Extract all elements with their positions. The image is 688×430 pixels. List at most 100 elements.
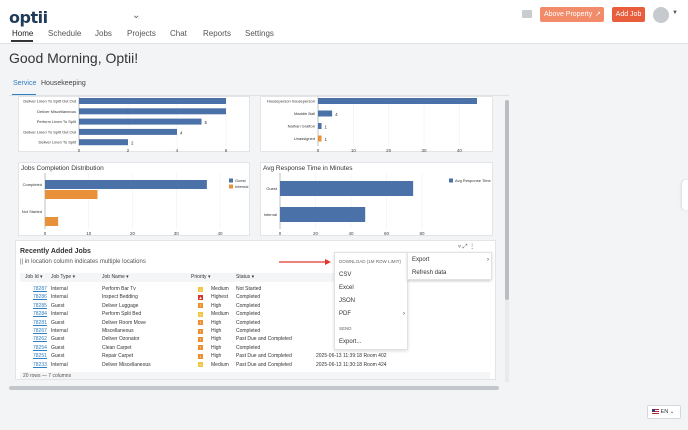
table-row[interactable]: 78287 Internal Perform Bar Tv Medium Not Sta… — [20, 285, 490, 293]
menu-item-export-more[interactable]: Export... — [339, 339, 362, 345]
bar — [79, 98, 226, 104]
nav-settings[interactable]: Settings — [245, 29, 274, 38]
bar — [318, 135, 322, 142]
legend-label: Guest — [235, 178, 247, 183]
nav-active-indicator — [11, 40, 33, 42]
priority-cell: High — [211, 302, 222, 309]
priority-cell: High — [211, 336, 222, 343]
menu-item-json[interactable]: JSON — [339, 298, 356, 304]
export-menu: Export › Refresh data — [407, 252, 492, 280]
tick-label: 30 — [421, 148, 427, 153]
tab-housekeeping[interactable]: Housekeeping — [41, 80, 86, 87]
more-icon[interactable]: ⋮ — [469, 244, 476, 250]
menu-item-pdf-label: PDF — [339, 311, 351, 317]
priority-icon: ! — [198, 353, 203, 359]
above-property-button[interactable]: Above Property ↗ — [540, 7, 604, 22]
expand-icon[interactable]: ⤢ — [462, 244, 468, 250]
nav-jobs[interactable]: Jobs — [95, 29, 112, 38]
value-label: 1 — [325, 125, 328, 130]
menu-item-excel[interactable]: Excel — [339, 285, 354, 291]
language-selector[interactable]: EN ⌄ — [647, 405, 681, 419]
tab-service[interactable]: Service — [13, 80, 37, 87]
job-id-link[interactable]: 78251 — [33, 353, 47, 360]
status-cell: Completed — [236, 294, 261, 301]
col-job-id[interactable]: Job Id ▾ — [25, 274, 43, 280]
job-name-cell: Perform Bar Tv — [102, 286, 136, 292]
nav-chat[interactable]: Chat — [170, 29, 187, 38]
table-row[interactable]: 78251 Guest Repair Carpet High Past Due and … — [20, 352, 490, 360]
table-row[interactable]: 78286 Internal Inspect Bedding Highest Compl… — [20, 293, 490, 301]
bar — [79, 128, 177, 135]
menu-item-csv[interactable]: CSV — [339, 272, 352, 278]
add-job-button[interactable]: Add Job — [612, 7, 645, 22]
external-link-icon: ↗ — [595, 11, 601, 18]
side-panel-handle[interactable] — [682, 180, 688, 210]
bar — [280, 181, 414, 196]
priority-cell: Medium — [211, 311, 229, 318]
menu-item-export[interactable]: Export › — [412, 257, 489, 263]
above-property-label: Above Property — [544, 11, 593, 18]
job-id-link[interactable]: 78281 — [33, 319, 47, 326]
menu-item-pdf[interactable]: PDF › — [339, 311, 405, 317]
priority-icon: = — [198, 362, 203, 368]
status-cell: Past Due and Completed — [236, 361, 292, 368]
table-footer: 20 rows — 7 columns — [20, 372, 490, 379]
table-row[interactable]: 78267 Internal Miscellaneous High Completed! — [20, 327, 490, 335]
bar — [318, 98, 477, 104]
vertical-scrollbar[interactable] — [505, 100, 509, 382]
property-switch-chevron-icon[interactable]: ⌄ — [132, 10, 141, 21]
recent-jobs-subtitle: || in location column indicates multiple… — [20, 259, 146, 265]
table-row[interactable]: 78281 Guest Deliver Room Move High Completed… — [20, 319, 490, 327]
col-status[interactable]: Status ▾ — [236, 274, 255, 280]
filter-icon[interactable]: ▿ — [458, 244, 462, 250]
menu-item-refresh[interactable]: Refresh data — [412, 270, 447, 276]
job-id-link[interactable]: 78286 — [33, 294, 47, 301]
job-id-link[interactable]: 78262 — [33, 336, 47, 343]
nav-projects[interactable]: Projects — [127, 29, 156, 38]
tick-label: 30 — [174, 231, 180, 236]
job-id-link[interactable]: 78233 — [33, 361, 47, 368]
chart-avg-response-svg: 0 20 40 60 80 Guest Internal Avg Response Time — [264, 173, 491, 236]
job-name-cell: Perform Split Bed — [102, 311, 142, 318]
bar — [45, 217, 59, 226]
table-row[interactable]: 78254 Guest Clean Carpet High Completed! — [20, 344, 490, 352]
col-label: Job Type — [51, 274, 72, 280]
job-name-cell: Clean Carpet — [102, 344, 132, 351]
category-label: Deliver Miscellaneous — [37, 109, 76, 114]
job-id-link[interactable]: 78285 — [33, 302, 47, 309]
table-row[interactable]: 78284 Internal Perform Split Bed Medium Comp… — [20, 310, 490, 318]
job-id-link[interactable]: 78267 — [33, 328, 47, 334]
table-row[interactable]: 78233 Internal Deliver Miscellaneous Medium… — [20, 361, 490, 369]
col-job-type[interactable]: Job Type ▾ — [51, 274, 76, 280]
horizontal-scrollbar[interactable] — [9, 386, 499, 390]
col-priority[interactable]: Priority ▾ — [191, 274, 211, 280]
logo[interactable]: optii — [9, 8, 48, 27]
chart-title: Avg Response Time in Minutes — [263, 165, 353, 172]
col-label: Job Name — [102, 274, 125, 280]
job-id-link[interactable]: 78284 — [33, 311, 47, 318]
chevron-down-icon[interactable]: ▼ — [672, 10, 678, 16]
job-type-cell: Internal — [51, 311, 68, 318]
col-job-name[interactable]: Job Name ▾ — [102, 274, 129, 280]
priority-icon: ! — [198, 336, 203, 342]
menu-header-send: SEND — [339, 326, 352, 331]
table-toolbar: ▿ ⤢ ⋮ — [458, 243, 475, 251]
greeting: Good Morning, Optii! — [9, 50, 139, 66]
job-id-link[interactable]: 78254 — [33, 344, 47, 351]
avatar[interactable] — [653, 7, 669, 23]
job-id-link[interactable]: 78287 — [33, 286, 47, 292]
nav-home[interactable]: Home — [12, 29, 34, 38]
chevron-right-icon: › — [487, 257, 489, 263]
tick-label: 2 — [127, 148, 130, 153]
chat-icon[interactable] — [522, 10, 532, 18]
nav-reports[interactable]: Reports — [203, 29, 232, 38]
category-label: Not Started — [22, 209, 42, 214]
scroll-thumb[interactable] — [505, 100, 509, 300]
category-label: Nathan Grafton — [288, 124, 315, 129]
table-row[interactable]: 78285 Guest Deliver Luggage High Completed! — [20, 302, 490, 310]
bar — [318, 123, 322, 129]
table-row[interactable]: 78262 Guest Deliver Ozonator High Past Due a… — [20, 335, 490, 343]
nav-schedule[interactable]: Schedule — [48, 29, 82, 38]
legend-label: Internal — [235, 184, 248, 189]
chart-title: Jobs Completion Distribution — [21, 165, 104, 172]
